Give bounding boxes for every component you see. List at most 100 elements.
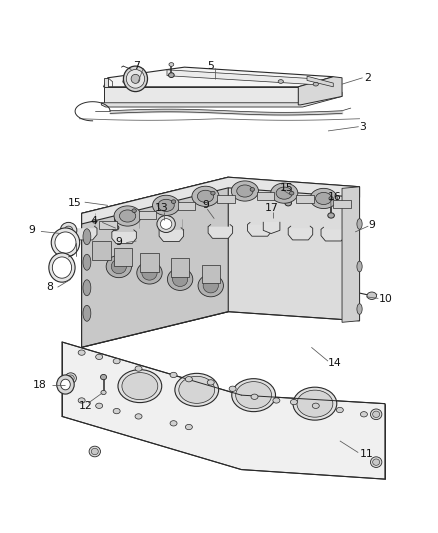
Ellipse shape: [272, 398, 279, 403]
Polygon shape: [92, 241, 110, 260]
Polygon shape: [170, 259, 189, 277]
Text: 14: 14: [327, 358, 341, 368]
Ellipse shape: [372, 459, 379, 465]
Ellipse shape: [158, 199, 174, 212]
Polygon shape: [62, 342, 384, 479]
Ellipse shape: [198, 274, 223, 297]
Ellipse shape: [95, 403, 102, 408]
Ellipse shape: [191, 186, 219, 206]
Ellipse shape: [309, 188, 336, 208]
Polygon shape: [177, 201, 195, 209]
Ellipse shape: [172, 272, 187, 287]
Ellipse shape: [141, 265, 157, 280]
Text: 7: 7: [133, 61, 139, 70]
Ellipse shape: [292, 387, 336, 420]
Text: 17: 17: [265, 203, 278, 213]
Ellipse shape: [356, 304, 361, 314]
Ellipse shape: [270, 183, 297, 203]
Ellipse shape: [167, 268, 192, 290]
Polygon shape: [295, 195, 313, 203]
Ellipse shape: [64, 242, 73, 251]
Ellipse shape: [135, 414, 142, 419]
Ellipse shape: [60, 222, 77, 238]
Text: 18: 18: [33, 379, 46, 390]
Ellipse shape: [285, 185, 290, 190]
Ellipse shape: [251, 394, 258, 399]
Ellipse shape: [55, 232, 76, 253]
Ellipse shape: [126, 69, 145, 88]
Ellipse shape: [152, 195, 179, 215]
Ellipse shape: [296, 390, 332, 417]
Text: 9: 9: [29, 225, 35, 236]
Text: 9: 9: [201, 200, 208, 211]
Ellipse shape: [83, 254, 91, 270]
Text: 16: 16: [327, 192, 341, 203]
Polygon shape: [201, 265, 219, 283]
Polygon shape: [103, 87, 297, 105]
Ellipse shape: [236, 185, 252, 197]
Text: 4: 4: [90, 216, 97, 227]
Text: 13: 13: [155, 203, 168, 213]
Ellipse shape: [170, 421, 177, 426]
Ellipse shape: [83, 229, 91, 245]
Ellipse shape: [91, 448, 98, 455]
Text: 15: 15: [279, 183, 293, 193]
Ellipse shape: [83, 280, 91, 296]
Ellipse shape: [356, 261, 361, 272]
Ellipse shape: [174, 373, 218, 406]
Polygon shape: [256, 192, 274, 200]
Polygon shape: [112, 232, 136, 244]
Ellipse shape: [52, 257, 71, 278]
Text: 10: 10: [378, 294, 392, 304]
Ellipse shape: [231, 181, 258, 201]
Ellipse shape: [289, 191, 293, 195]
Text: 15: 15: [68, 198, 81, 208]
Ellipse shape: [370, 409, 381, 419]
Ellipse shape: [276, 187, 292, 199]
Polygon shape: [81, 177, 228, 348]
Ellipse shape: [207, 379, 214, 385]
Ellipse shape: [57, 375, 74, 394]
Ellipse shape: [160, 219, 171, 229]
Ellipse shape: [78, 398, 85, 403]
Ellipse shape: [185, 424, 192, 430]
Ellipse shape: [169, 62, 173, 66]
Ellipse shape: [156, 215, 175, 232]
Text: 9: 9: [115, 237, 122, 247]
Ellipse shape: [312, 82, 318, 86]
Polygon shape: [332, 200, 350, 208]
Text: 2: 2: [363, 73, 370, 83]
Ellipse shape: [113, 211, 118, 215]
Ellipse shape: [366, 292, 376, 300]
Ellipse shape: [328, 197, 333, 201]
Ellipse shape: [100, 374, 106, 379]
Polygon shape: [263, 222, 279, 233]
Ellipse shape: [203, 278, 218, 293]
Polygon shape: [341, 187, 359, 322]
Ellipse shape: [290, 399, 297, 405]
Ellipse shape: [197, 190, 213, 203]
Ellipse shape: [113, 359, 120, 364]
Ellipse shape: [65, 373, 76, 383]
Ellipse shape: [131, 74, 140, 83]
Polygon shape: [306, 76, 332, 87]
Text: 8: 8: [46, 282, 53, 292]
Polygon shape: [138, 211, 155, 219]
Ellipse shape: [92, 220, 97, 223]
Polygon shape: [166, 70, 315, 85]
Text: 9: 9: [367, 220, 374, 230]
Ellipse shape: [284, 200, 291, 206]
Ellipse shape: [336, 407, 343, 413]
Ellipse shape: [250, 188, 254, 191]
Ellipse shape: [185, 376, 192, 382]
Ellipse shape: [123, 66, 147, 92]
Polygon shape: [320, 229, 345, 241]
Ellipse shape: [327, 213, 334, 218]
Ellipse shape: [101, 390, 106, 394]
Ellipse shape: [328, 197, 332, 200]
Polygon shape: [99, 221, 117, 229]
Polygon shape: [81, 177, 359, 348]
Ellipse shape: [356, 219, 361, 229]
Polygon shape: [217, 195, 234, 203]
Ellipse shape: [89, 446, 100, 457]
